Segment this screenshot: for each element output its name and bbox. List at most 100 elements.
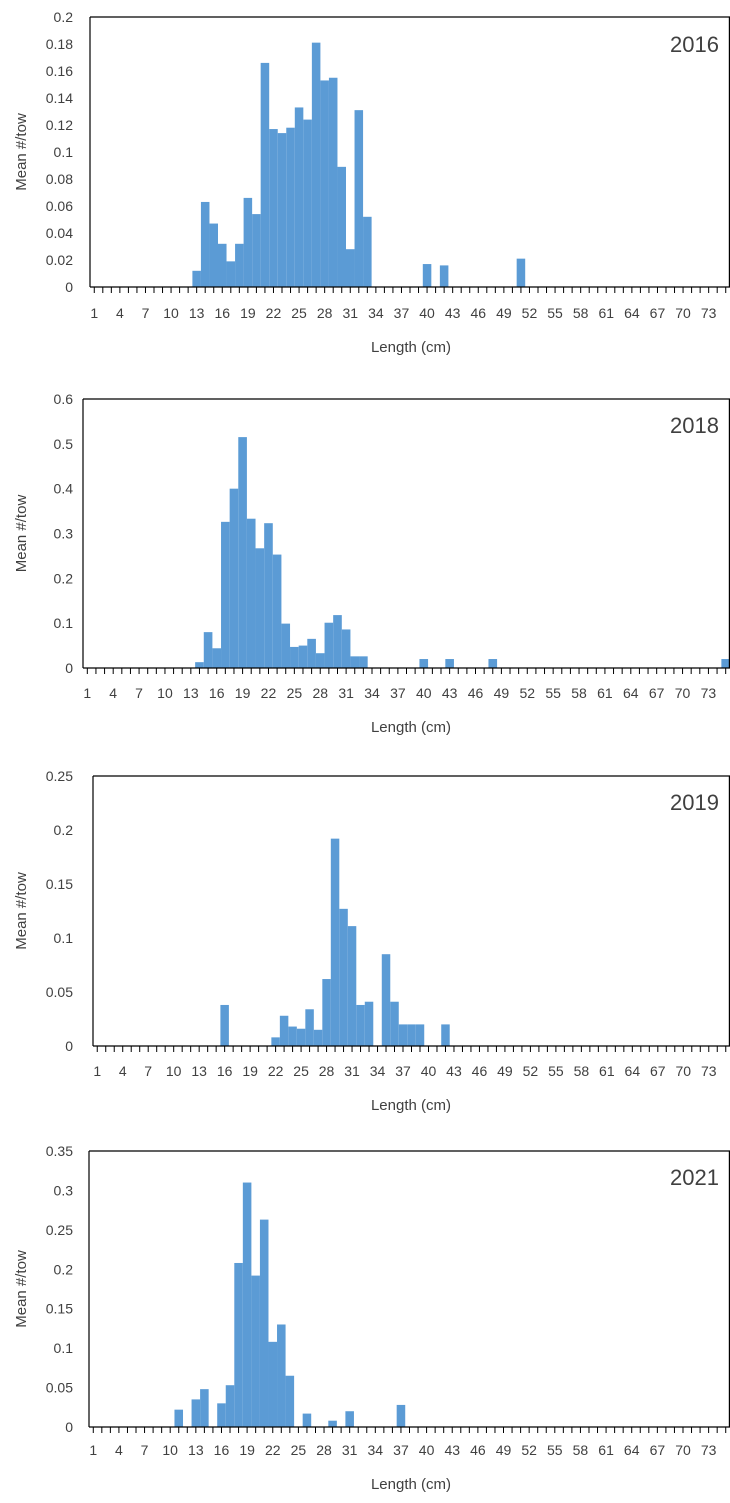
x-tick-label: 10 bbox=[163, 305, 179, 321]
y-tick-label: 0.6 bbox=[54, 391, 74, 407]
x-tick-label: 43 bbox=[442, 685, 458, 701]
y-tick-label: 0.15 bbox=[46, 1301, 73, 1317]
y-tick-label: 0 bbox=[65, 279, 73, 295]
x-tick-label: 4 bbox=[109, 685, 117, 701]
bar bbox=[221, 521, 230, 668]
bar bbox=[192, 270, 201, 287]
y-tick-label: 0.12 bbox=[46, 117, 73, 133]
bar bbox=[209, 223, 218, 287]
chart-panel-2016: 1 4 7 10 13 16 19 22 25 28 31 34 37 40 43 46 49 52 55 58 61 6… bbox=[0, 0, 730, 370]
x-tick-label: 31 bbox=[338, 685, 354, 701]
y-tick-label: 0.18 bbox=[46, 36, 73, 52]
bar bbox=[322, 979, 331, 1046]
y-tick-label: 0.08 bbox=[46, 171, 73, 187]
x-tick-label: 22 bbox=[268, 1063, 284, 1079]
y-axis-label: Mean #/tow bbox=[13, 872, 30, 950]
bar bbox=[220, 1004, 229, 1046]
y-tick-label: 0.1 bbox=[54, 144, 74, 160]
bar bbox=[346, 249, 355, 287]
x-tick-label: 64 bbox=[625, 1063, 641, 1079]
x-tick-label: 19 bbox=[235, 685, 251, 701]
y-tick-label: 0.05 bbox=[46, 984, 73, 1000]
x-axis-label: Length (cm) bbox=[371, 1097, 451, 1114]
x-tick-label: 61 bbox=[598, 1442, 614, 1458]
bar bbox=[294, 107, 304, 287]
x-tick-label: 73 bbox=[701, 1063, 717, 1079]
x-tick-label: 43 bbox=[446, 1063, 462, 1079]
bar bbox=[260, 62, 270, 288]
x-tick-label: 16 bbox=[209, 685, 225, 701]
histogram-2016: 1 4 7 10 13 16 19 22 25 28 31 34 37 40 43 46 49 52 55 58 61 6… bbox=[13, 9, 730, 356]
y-tick-label: 0.4 bbox=[54, 481, 74, 497]
bar bbox=[255, 548, 265, 668]
bar bbox=[298, 645, 308, 668]
x-tick-label: 58 bbox=[571, 685, 587, 701]
x-tick-label: 31 bbox=[342, 1442, 358, 1458]
bar bbox=[311, 42, 321, 288]
bar bbox=[259, 1219, 269, 1427]
x-tick-label: 7 bbox=[135, 685, 143, 701]
bar bbox=[333, 615, 342, 668]
x-tick-label: 31 bbox=[342, 305, 358, 321]
y-tick-label: 0 bbox=[65, 660, 73, 676]
x-tick-label: 64 bbox=[624, 305, 640, 321]
x-tick-label: 64 bbox=[623, 685, 639, 701]
x-tick-label: 34 bbox=[368, 1442, 384, 1458]
y-tick-label: 0.1 bbox=[54, 615, 74, 631]
x-tick-label: 28 bbox=[319, 1063, 335, 1079]
x-tick-label: 70 bbox=[675, 1063, 691, 1079]
x-tick-label: 46 bbox=[470, 1442, 486, 1458]
x-tick-label: 52 bbox=[522, 305, 538, 321]
x-tick-label: 19 bbox=[242, 1063, 258, 1079]
bar bbox=[307, 638, 316, 668]
bar bbox=[234, 1262, 243, 1427]
x-tick-label: 43 bbox=[445, 305, 461, 321]
bar bbox=[268, 1341, 278, 1427]
bar bbox=[277, 1324, 286, 1427]
y-tick-label: 0.2 bbox=[54, 570, 74, 586]
y-axis-label: Mean #/tow bbox=[13, 495, 30, 573]
chart-title: 2021 bbox=[670, 1165, 719, 1190]
x-tick-label: 52 bbox=[523, 1063, 539, 1079]
x-tick-label: 67 bbox=[650, 305, 666, 321]
x-tick-label: 61 bbox=[597, 685, 613, 701]
x-tick-label: 28 bbox=[316, 1442, 332, 1458]
x-tick-label: 16 bbox=[214, 1442, 230, 1458]
bar bbox=[252, 214, 261, 287]
bar bbox=[238, 437, 247, 668]
bar bbox=[246, 518, 256, 668]
x-tick-label: 58 bbox=[573, 1442, 589, 1458]
bar bbox=[315, 653, 325, 668]
x-tick-label: 70 bbox=[675, 305, 691, 321]
y-tick-label: 0 bbox=[65, 1419, 73, 1435]
x-tick-label: 13 bbox=[189, 305, 205, 321]
x-tick-label: 37 bbox=[390, 685, 406, 701]
x-tick-label: 13 bbox=[191, 1063, 207, 1079]
bar bbox=[328, 1420, 337, 1427]
x-tick-label: 46 bbox=[472, 1063, 488, 1079]
y-tick-label: 0.25 bbox=[46, 1222, 73, 1238]
histogram-2021: 1 4 7 10 13 16 19 22 25 28 31 34 37 40 43 46 49 52 55 58 61 6… bbox=[13, 1143, 730, 1493]
y-tick-label: 0.2 bbox=[54, 1261, 74, 1277]
y-tick-label: 0.3 bbox=[54, 1182, 74, 1198]
y-tick-label: 0.2 bbox=[54, 9, 74, 25]
x-tick-label: 61 bbox=[598, 305, 614, 321]
x-axis-label: Length (cm) bbox=[371, 1476, 451, 1493]
bar bbox=[218, 243, 227, 287]
x-tick-label: 55 bbox=[548, 1063, 564, 1079]
histogram-2018: 1 4 7 10 13 16 19 22 25 28 31 34 37 40 43 46 49 52 55 58 61 6… bbox=[13, 391, 730, 736]
chart-panel-2019: 1 4 7 10 13 16 19 22 25 28 31 34 37 40 43 46 49 52 55 58 61 6… bbox=[0, 750, 730, 1128]
histogram-2019: 1 4 7 10 13 16 19 22 25 28 31 34 37 40 43 46 49 52 55 58 61 6… bbox=[13, 768, 730, 1114]
y-tick-label: 0.25 bbox=[46, 768, 73, 784]
y-axis-label: Mean #/tow bbox=[13, 113, 30, 191]
bar bbox=[339, 908, 348, 1046]
bar bbox=[330, 838, 340, 1046]
bar bbox=[359, 656, 368, 668]
x-tick-label: 19 bbox=[239, 1442, 255, 1458]
x-tick-label: 22 bbox=[265, 1442, 281, 1458]
y-tick-label: 0.04 bbox=[46, 225, 73, 241]
bar bbox=[225, 1385, 235, 1427]
bar bbox=[195, 662, 204, 668]
x-tick-label: 22 bbox=[266, 305, 282, 321]
bar bbox=[363, 216, 372, 287]
